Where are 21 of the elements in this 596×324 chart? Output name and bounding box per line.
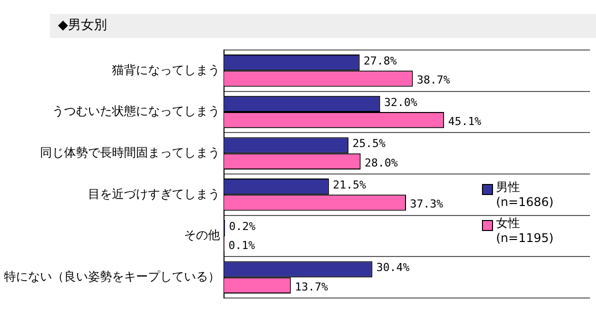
y-tick-label: 猫背になってしまう: [112, 62, 220, 77]
data-label: 13.7%: [294, 280, 328, 294]
legend-label: 女性 (n=1195): [496, 216, 554, 246]
y-tick-label: 同じ体勢で長時間固まってしまう: [40, 145, 220, 160]
legend-label: 男性 (n=1686): [496, 180, 554, 210]
data-label: 30.4%: [376, 261, 410, 274]
y-tick-label: 目を近づけすぎてしまう: [88, 186, 220, 201]
y-tick-label: その他: [184, 228, 220, 242]
y-tick-label: うつむいた状態になってしまう: [52, 104, 220, 118]
data-label: 27.8%: [364, 54, 398, 68]
data-label: 37.3%: [410, 198, 444, 211]
data-label: 38.7%: [416, 74, 450, 87]
y-tick-label: 特にない（良い姿勢をキープしている）: [4, 269, 220, 284]
data-label: 32.0%: [384, 96, 418, 109]
data-label: 0.1%: [228, 238, 256, 252]
data-label: 21.5%: [332, 178, 366, 192]
data-label: 28.0%: [364, 156, 398, 170]
data-label: 0.2%: [228, 220, 256, 233]
data-label: 25.5%: [352, 137, 386, 150]
data-label: 45.1%: [448, 114, 482, 128]
text: ◆男女別: [50, 14, 596, 38]
